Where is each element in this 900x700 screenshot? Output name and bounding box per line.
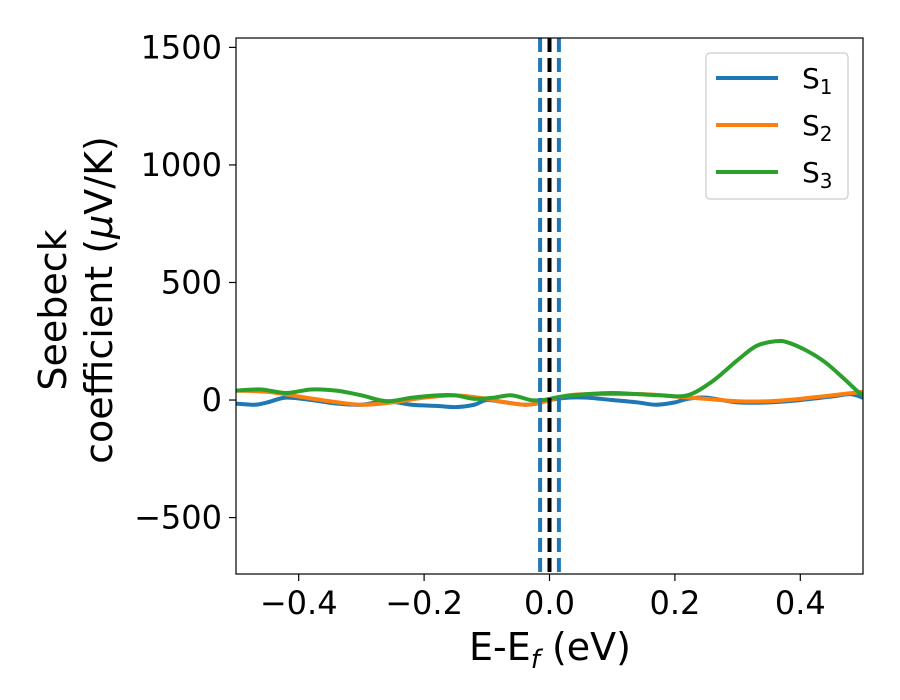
y-axis-label-line1: Seebeck (31, 229, 75, 390)
y-axis-label-line2: coefficient (μV/K) (77, 136, 121, 464)
y-axis-label-line2-main: coefficient ( (77, 239, 121, 464)
y-axis-label-mu: μ (77, 215, 121, 240)
legend-label-s3: S3 (802, 156, 833, 193)
y-axis-label-unit: V/K) (77, 136, 121, 215)
series-line-s3 (236, 338, 863, 404)
y-tick-label: 1000 (141, 146, 222, 184)
y-tick-label: 0 (202, 381, 222, 419)
x-tick-label: −0.4 (260, 584, 338, 622)
x-tick-label: 0.0 (524, 584, 575, 622)
x-axis-label-unit: (eV) (540, 625, 631, 669)
legend: S1 S2 S3 (705, 52, 849, 200)
x-axis-label: E-Ef (eV) (469, 625, 631, 675)
y-tick-label: 1500 (141, 28, 222, 66)
legend-label-s2: S2 (802, 109, 833, 146)
vline-layer (538, 38, 561, 574)
x-tick-label: 0.2 (649, 584, 700, 622)
series-layer (236, 338, 863, 410)
x-axis-label-main: E-E (469, 625, 531, 669)
x-axis-ticks: −0.4 −0.2 0.0 0.2 0.4 (260, 574, 826, 622)
y-tick-label: 500 (161, 263, 222, 301)
x-tick-label: 0.4 (775, 584, 826, 622)
x-tick-label: −0.2 (385, 584, 463, 622)
y-tick-label: −500 (134, 499, 222, 537)
legend-label-s1: S1 (802, 62, 833, 99)
y-axis-ticks: −500 0 500 1000 1500 (134, 28, 236, 537)
